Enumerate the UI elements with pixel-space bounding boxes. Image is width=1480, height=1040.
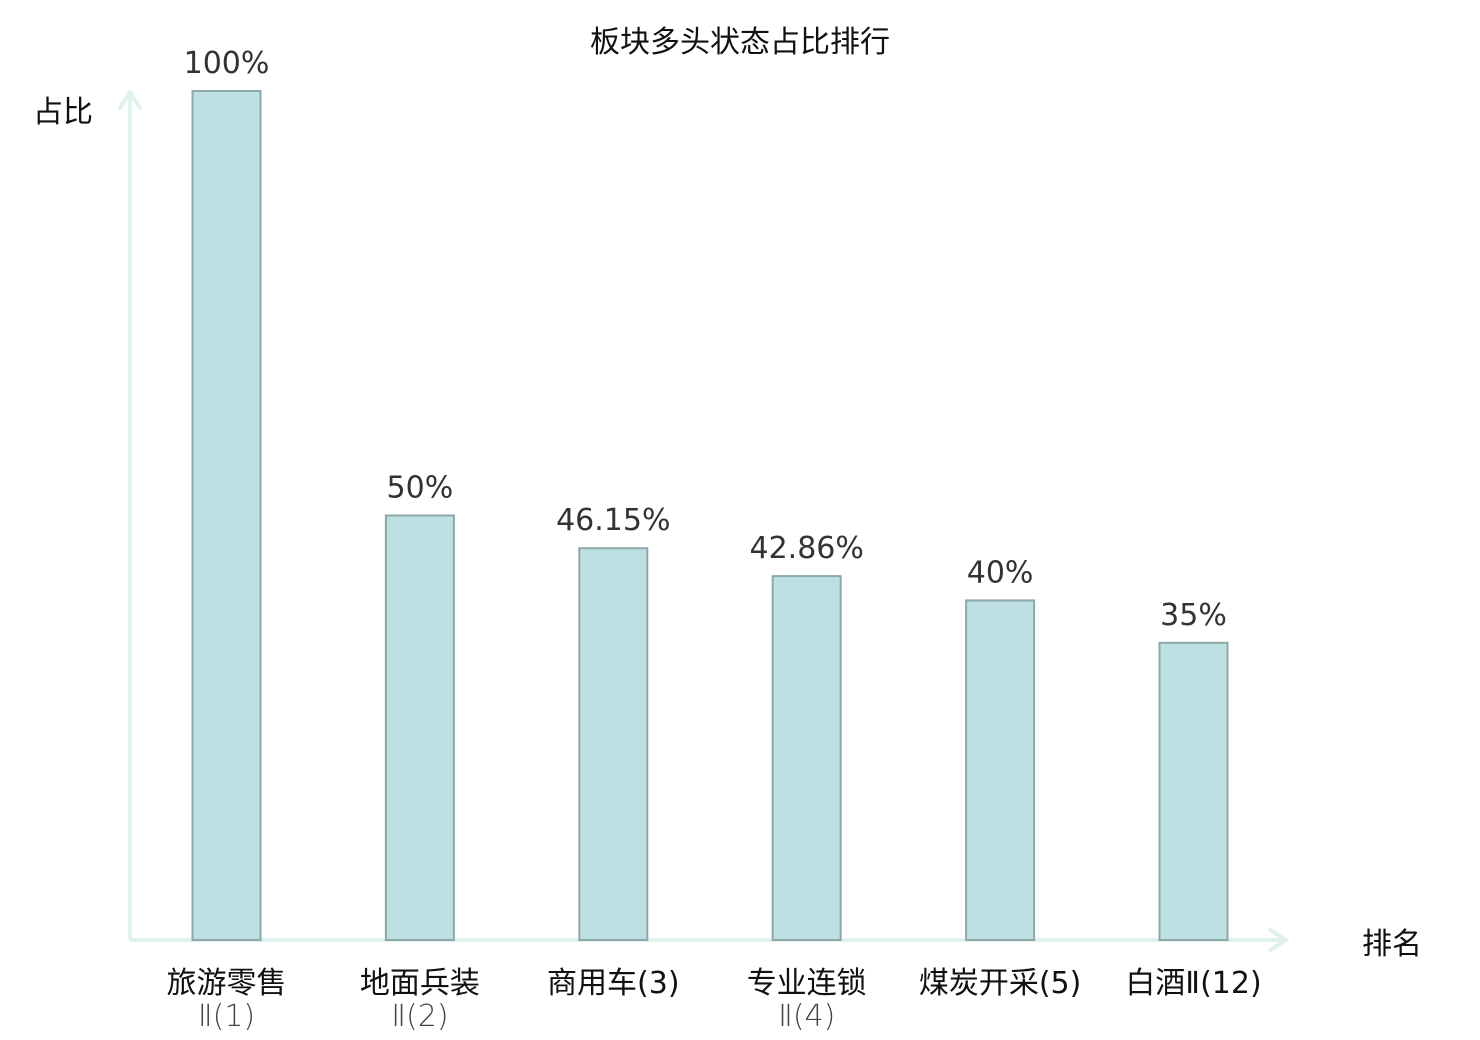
value-label-1: 50% [387,471,454,506]
bar-5 [1158,641,1229,941]
bar-1 [384,514,455,941]
bar-0 [191,90,262,941]
bars-group [191,90,1229,942]
bar-2 [578,547,649,941]
category-label-2-line-0: 商用车(3) [547,966,680,1001]
value-label-4: 40% [967,555,1034,590]
category-label-1-line-1: Ⅱ(2) [391,999,448,1034]
x-axis-arrow [1268,928,1288,952]
category-label-4-line-0: 煤炭开采(5) [919,966,1082,1001]
category-label-0-line-1: Ⅱ(1) [198,999,255,1034]
chart-title: 板块多头状态占比排行 [590,25,890,60]
y-axis-title: 占比 [33,95,93,130]
y-axis-arrow [118,90,142,110]
x-axis-title: 排名 [1362,927,1422,962]
bar-4 [965,599,1036,942]
category-label-3-line-1: Ⅱ(4) [778,999,835,1034]
category-label-0-line-0: 旅游零售 [167,966,287,1001]
value-labels-group: 100% 50% 46.15% 42.86% 40% 35% [184,46,1227,633]
bar-3 [771,575,842,941]
value-label-2: 46.15% [556,503,670,538]
value-label-5: 35% [1160,598,1227,633]
value-label-3: 42.86% [750,531,864,566]
axes [118,90,1288,952]
category-label-3-line-0: 专业连锁 [747,966,867,1001]
category-label-5-line-0: 白酒Ⅱ(12) [1125,966,1261,1001]
value-label-0: 100% [184,46,270,81]
category-label-1-line-0: 地面兵装 [360,966,480,1001]
